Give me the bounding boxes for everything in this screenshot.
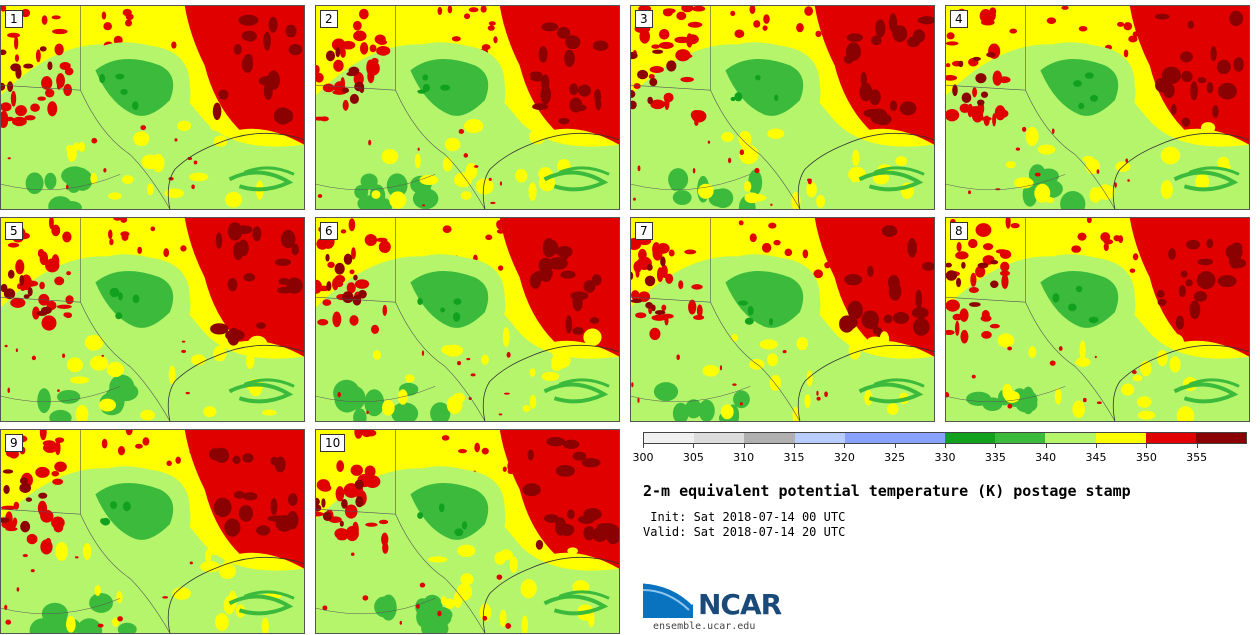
colorbar-tick-label: 325 — [884, 451, 906, 464]
ensemble-member-map: 10 — [315, 429, 620, 634]
colorbar-swatch — [644, 433, 695, 443]
colorbar-tick — [894, 444, 896, 448]
member-number-label: 5 — [5, 222, 23, 240]
ncar-logo-text: NCAR — [698, 588, 782, 621]
colorbar-tick — [794, 444, 795, 448]
colorbar-tick — [643, 444, 644, 448]
colorbar-swatch — [744, 433, 795, 443]
colorbar-tick — [1096, 444, 1097, 448]
colorbar-tick-label: 355 — [1186, 451, 1208, 464]
colorbar-tick — [844, 444, 846, 448]
colorbar-tick-label: 310 — [733, 451, 755, 464]
colorbar-tick-label: 330 — [934, 451, 956, 464]
colorbar-tick-label: 305 — [682, 451, 704, 464]
colorbar-swatch — [945, 433, 996, 443]
map-field — [631, 6, 934, 209]
colorbar-tick-label: 320 — [833, 451, 855, 464]
ensemble-member-map: 9 — [0, 429, 305, 634]
valid-time: Valid: Sat 2018-07-14 20 UTC — [643, 525, 846, 539]
ensemble-member-map: 1 — [0, 5, 305, 210]
colorbar-tick-label: 350 — [1135, 451, 1157, 464]
colorbar — [643, 432, 1247, 444]
chart-title: 2-m equivalent potential temperature (K)… — [643, 482, 1131, 500]
map-field — [1, 430, 304, 633]
colorbar-tick — [1045, 444, 1047, 448]
ensemble-member-map: 7 — [630, 217, 935, 422]
ensemble-member-map: 8 — [945, 217, 1250, 422]
colorbar-tick-label: 300 — [632, 451, 654, 464]
ensemble-member-map: 6 — [315, 217, 620, 422]
colorbar-swatch — [1145, 433, 1196, 443]
colorbar-tick — [945, 444, 946, 448]
member-number-label: 10 — [320, 434, 346, 452]
ncar-logo-icon — [643, 580, 695, 618]
colorbar-swatch — [1095, 433, 1146, 443]
member-number-label: 4 — [950, 10, 968, 28]
colorbar-swatch — [995, 433, 1046, 443]
colorbar-tick-label: 345 — [1085, 451, 1107, 464]
member-number-label: 9 — [5, 434, 23, 452]
website-label: ensemble.ucar.edu — [653, 621, 756, 632]
map-field — [316, 218, 619, 421]
member-number-label: 2 — [320, 10, 338, 28]
map-field — [316, 6, 619, 209]
map-field — [946, 218, 1249, 421]
colorbar-tick — [1196, 444, 1198, 448]
colorbar-swatch — [894, 433, 946, 443]
init-time: Init: Sat 2018-07-14 00 UTC — [643, 510, 846, 524]
member-number-label: 8 — [950, 222, 968, 240]
map-field — [946, 6, 1249, 209]
member-number-label: 1 — [5, 10, 23, 28]
colorbar-swatch — [694, 433, 745, 443]
member-number-label: 7 — [635, 222, 653, 240]
map-field — [631, 218, 934, 421]
colorbar-tick — [995, 444, 997, 448]
colorbar-swatch — [844, 433, 895, 443]
colorbar-swatch — [1045, 433, 1096, 443]
member-number-label: 3 — [635, 10, 653, 28]
map-field — [1, 6, 304, 209]
colorbar-labels: 300 305 310 315 320 325 330 335 340 345 350 355 — [633, 451, 1247, 465]
colorbar-swatch — [794, 433, 845, 443]
ensemble-member-map: 2 — [315, 5, 620, 210]
colorbar-tick-label: 335 — [984, 451, 1006, 464]
colorbar-tick — [743, 444, 745, 448]
member-number-label: 6 — [320, 222, 338, 240]
colorbar-tick — [1146, 444, 1148, 448]
colorbar-swatch — [1195, 433, 1247, 443]
ensemble-member-map: 4 — [945, 5, 1250, 210]
map-field — [316, 430, 619, 633]
colorbar-tick-label: 315 — [783, 451, 805, 464]
colorbar-tick-label: 340 — [1035, 451, 1057, 464]
map-field — [1, 218, 304, 421]
ensemble-member-map: 5 — [0, 217, 305, 422]
colorbar-tick — [693, 444, 695, 448]
ensemble-member-map: 3 — [630, 5, 935, 210]
